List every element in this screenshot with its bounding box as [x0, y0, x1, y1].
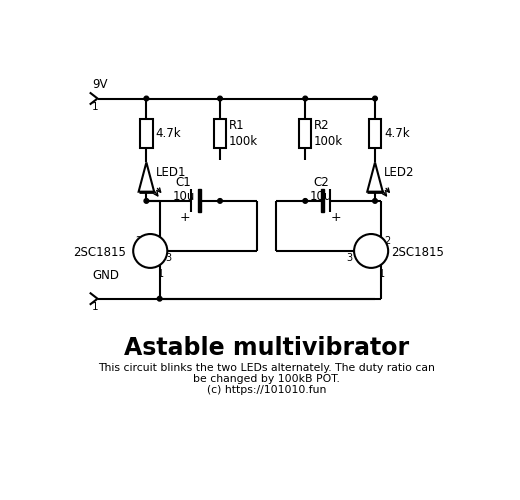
Text: 3: 3	[360, 254, 367, 264]
Text: 2: 2	[135, 236, 141, 246]
Text: 1: 1	[92, 302, 99, 312]
Bar	[140, 118, 152, 148]
Circle shape	[373, 198, 378, 203]
Text: GND: GND	[92, 269, 119, 282]
Circle shape	[144, 198, 149, 203]
Circle shape	[303, 198, 307, 203]
Text: be changed by 100kB POT.: be changed by 100kB POT.	[193, 374, 340, 384]
Bar	[321, 190, 324, 212]
Text: (c) https://101010.fun: (c) https://101010.fun	[207, 385, 326, 395]
Text: LED2: LED2	[384, 166, 415, 179]
Text: 3: 3	[346, 254, 353, 264]
Text: +: +	[331, 211, 342, 224]
Text: 4.7k: 4.7k	[384, 126, 410, 140]
Bar	[214, 118, 226, 148]
Circle shape	[218, 96, 223, 101]
Text: 9V: 9V	[92, 78, 108, 91]
Text: 1: 1	[379, 270, 385, 280]
Bar	[369, 118, 381, 148]
Circle shape	[354, 234, 388, 268]
Text: 2SC1815: 2SC1815	[391, 246, 444, 259]
Text: 2: 2	[384, 236, 391, 246]
Polygon shape	[139, 162, 154, 192]
Text: +: +	[180, 211, 190, 224]
Circle shape	[144, 96, 149, 101]
Polygon shape	[367, 162, 383, 192]
Circle shape	[158, 296, 162, 301]
Text: 2SC1815: 2SC1815	[73, 246, 126, 259]
Bar	[198, 190, 201, 212]
Text: R1
100k: R1 100k	[228, 118, 257, 148]
Circle shape	[303, 96, 307, 101]
Text: C2
10u: C2 10u	[309, 176, 332, 204]
Text: LED1: LED1	[155, 166, 186, 179]
Text: This circuit blinks the two LEDs alternately. The duty ratio can: This circuit blinks the two LEDs alterna…	[98, 362, 435, 372]
Text: Astable multivibrator: Astable multivibrator	[124, 336, 409, 359]
Circle shape	[218, 198, 223, 203]
Text: 3: 3	[165, 254, 171, 264]
Text: C1
10u: C1 10u	[173, 176, 195, 204]
Text: 1: 1	[92, 102, 99, 112]
Circle shape	[373, 96, 378, 101]
Text: 4.7k: 4.7k	[155, 126, 181, 140]
Circle shape	[133, 234, 167, 268]
Bar	[299, 118, 311, 148]
Text: R2
100k: R2 100k	[314, 118, 343, 148]
Text: 1: 1	[158, 270, 164, 280]
